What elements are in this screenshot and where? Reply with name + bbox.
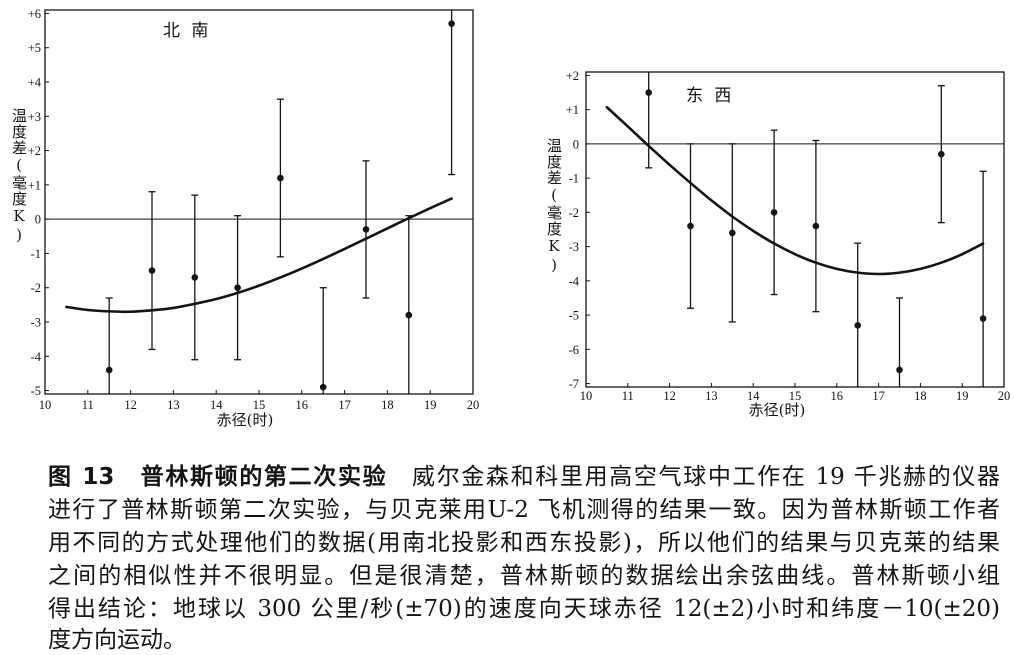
- y-tick-label: +2: [28, 144, 41, 158]
- panel-label-east-west: 东 西: [686, 86, 735, 106]
- y-tick-label: +1: [566, 103, 579, 117]
- data-point: [687, 222, 694, 230]
- x-tick-label: 11: [622, 389, 634, 403]
- x-tick-label: 19: [956, 389, 969, 403]
- error-bar: [319, 287, 327, 394]
- y-axis-label-north-south: 温度差(毫度K): [10, 108, 28, 245]
- y-tick-label: +4: [28, 76, 42, 90]
- data-point: [191, 274, 199, 281]
- data-point: [362, 226, 370, 233]
- x-axis-label-east-west: 赤径(时): [748, 401, 806, 419]
- data-point: [896, 366, 903, 374]
- y-axis-label-east-west: 温度差(毫度K): [545, 138, 563, 275]
- y-tick-label: 0: [35, 213, 41, 227]
- data-point: [448, 20, 455, 28]
- data-point: [148, 267, 156, 274]
- data-point: [938, 150, 945, 158]
- x-tick-label: 15: [789, 389, 802, 403]
- x-tick-label: 18: [381, 398, 394, 412]
- x-tick-label: 10: [39, 398, 52, 412]
- y-tick-label: -2: [569, 206, 579, 220]
- data-point: [234, 284, 241, 292]
- figure-number: 图 13: [48, 464, 115, 490]
- x-tick-label: 20: [998, 389, 1011, 403]
- y-tick-label: +6: [28, 7, 41, 21]
- data-point: [319, 383, 327, 391]
- y-tick-label: +3: [28, 110, 41, 124]
- error-bar: [979, 170, 987, 387]
- x-tick-label: 12: [124, 398, 137, 412]
- x-tick-label: 15: [253, 398, 266, 412]
- data-point: [979, 315, 987, 322]
- data-point: [277, 174, 284, 182]
- x-tick-label: 14: [210, 398, 223, 412]
- y-tick-label: -6: [569, 343, 579, 357]
- charts-canvas: 10 11 12 13 14 15 16 17 18 19 20 +6 +5 +4 +3 +2 +1 0 -1 -2 -…: [28, 7, 1011, 412]
- caption-line-2: 进行了普林斯顿第二次实验，与贝克莱用U-2 飞机测得的结果一致。因为普林斯顿工作…: [48, 497, 1000, 523]
- y-tick-label: -5: [31, 384, 41, 398]
- cosine-fit-curve: [605, 105, 985, 276]
- data-point: [405, 311, 413, 319]
- caption-line-1: 图 13 普林斯顿的第二次实验 威尔金森和科里用高空气球中工作在 19 千兆赫的…: [48, 461, 1000, 494]
- data-point: [770, 209, 778, 216]
- y-tick-label: +1: [28, 178, 41, 192]
- y-tick-label: +2: [566, 69, 579, 83]
- x-tick-label: 14: [747, 389, 760, 403]
- figure-title: 普林斯顿的第二次实验: [140, 464, 388, 490]
- chart-east-west: 10 11 12 13 14 15 16 17 18 19 20 +2 +1 0 -1 -2 -3 -4 -5 -6 -…: [566, 69, 1011, 403]
- x-tick-label: 19: [424, 398, 437, 412]
- x-tick-label: 20: [467, 398, 480, 412]
- x-tick-label: 17: [872, 389, 885, 403]
- x-tick-label: 17: [338, 398, 351, 412]
- y-tick-label: -1: [569, 172, 579, 186]
- y-tick-label: +5: [28, 41, 41, 55]
- chart-north-south: 10 11 12 13 14 15 16 17 18 19 20 +6 +5 +4 +3 +2 +1 0 -1 -2 -…: [28, 7, 480, 412]
- y-tick-label: -3: [31, 316, 41, 330]
- y-tick-label: 0: [573, 137, 579, 151]
- y-tick-label: -7: [569, 377, 579, 391]
- figure-caption: 图 13 普林斯顿的第二次实验 威尔金森和科里用高空气球中工作在 19 千兆赫的…: [48, 461, 1000, 655]
- x-tick-label: 16: [831, 389, 844, 403]
- caption-line-4: 之间的相似性并不很明显。但是很清楚，普林斯顿的数据绘出余弦曲线。普林斯顿小组: [48, 563, 1000, 589]
- cosine-fit-curve: [65, 197, 453, 314]
- x-tick-label: 18: [914, 389, 927, 403]
- caption-line-5: 得出结论：地球以 300 公里/秒(±70)的速度向天球赤径 12(±2)小时和…: [48, 596, 1000, 622]
- caption-line-3: 用不同的方式处理他们的数据(用南北投影和西东投影)，所以他们的结果与贝克莱的结果: [48, 530, 1000, 556]
- x-tick-label: 11: [82, 398, 94, 412]
- data-point: [105, 366, 113, 374]
- x-tick-label: 12: [663, 389, 676, 403]
- x-tick-label: 10: [580, 389, 593, 403]
- y-tick-label: -1: [31, 247, 41, 261]
- y-tick-label: -3: [569, 240, 579, 254]
- data-point: [645, 89, 652, 96]
- y-tick-label: -5: [569, 309, 579, 323]
- x-tick-label: 13: [705, 389, 718, 403]
- x-tick-label: 13: [167, 398, 180, 412]
- x-axis-label-north-south: 赤径(时): [216, 411, 274, 429]
- y-tick-label: -2: [31, 281, 41, 295]
- data-point: [854, 322, 861, 329]
- panel-label-north-south: 北 南: [163, 21, 212, 41]
- data-point: [729, 229, 736, 237]
- caption-line-6: 度方向运动。: [48, 627, 186, 653]
- caption-text: 威尔金森和科里用高空气球中工作在 19 千兆赫的仪器: [411, 464, 1000, 490]
- x-tick-label: 16: [296, 398, 309, 412]
- y-tick-label: -4: [569, 274, 580, 288]
- y-tick-label: -4: [31, 350, 42, 364]
- data-point: [812, 222, 820, 230]
